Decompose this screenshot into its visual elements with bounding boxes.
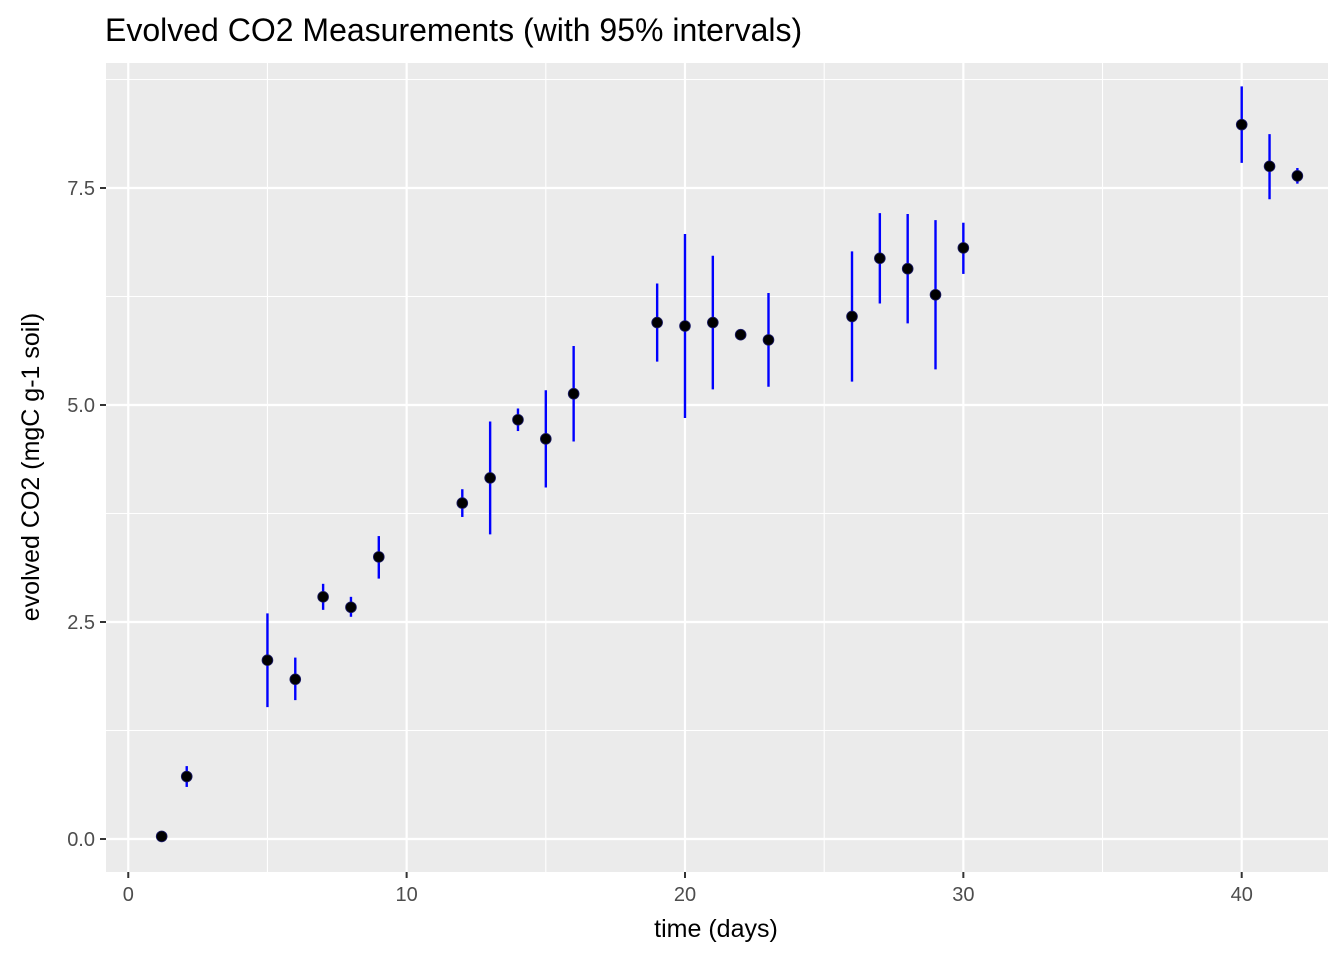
x-axis-ticks: 0 10 20 30 40 bbox=[123, 872, 1253, 906]
x-tick-label: 10 bbox=[396, 884, 418, 906]
data-point bbox=[155, 830, 168, 843]
y-tick-label: 7.5 bbox=[67, 178, 95, 200]
data-point bbox=[345, 601, 357, 614]
y-tick-label: 2.5 bbox=[67, 612, 95, 634]
data-point bbox=[372, 551, 385, 563]
major-gridlines bbox=[106, 63, 1328, 872]
data-point bbox=[1235, 118, 1248, 131]
y-tick-label: 0.0 bbox=[67, 829, 95, 851]
data-point bbox=[289, 673, 302, 686]
data-point bbox=[846, 310, 858, 323]
x-axis-title: time (days) bbox=[654, 915, 778, 943]
data-point bbox=[180, 770, 193, 783]
data-point bbox=[1263, 160, 1276, 173]
data-point bbox=[762, 334, 775, 346]
data-points bbox=[155, 118, 1304, 843]
x-tick-label: 40 bbox=[1231, 884, 1253, 906]
data-point bbox=[734, 328, 747, 341]
chart-title: Evolved CO2 Measurements (with 95% inter… bbox=[105, 12, 802, 48]
y-axis-ticks: 0.0 2.5 5.0 7.5 bbox=[67, 178, 106, 851]
y-tick-label: 5.0 bbox=[67, 395, 95, 417]
data-point bbox=[540, 433, 552, 445]
y-axis-title: evolved CO2 (mgC g-1 soil) bbox=[17, 313, 45, 621]
data-point bbox=[679, 320, 691, 332]
data-point bbox=[512, 413, 524, 426]
minor-gridlines bbox=[106, 63, 1328, 872]
data-point bbox=[874, 252, 886, 265]
x-tick-label: 0 bbox=[123, 884, 134, 906]
data-point bbox=[929, 288, 942, 301]
x-tick-label: 30 bbox=[952, 884, 974, 906]
data-point bbox=[1291, 170, 1304, 182]
data-point bbox=[901, 262, 914, 275]
data-point bbox=[484, 472, 496, 484]
data-point bbox=[567, 387, 580, 400]
data-point bbox=[317, 591, 329, 603]
data-point bbox=[456, 497, 469, 509]
x-tick-label: 20 bbox=[674, 884, 696, 906]
data-point bbox=[651, 316, 663, 329]
data-point bbox=[957, 242, 970, 254]
plot-panel bbox=[106, 63, 1328, 872]
data-point bbox=[707, 316, 719, 329]
data-point bbox=[261, 654, 274, 667]
